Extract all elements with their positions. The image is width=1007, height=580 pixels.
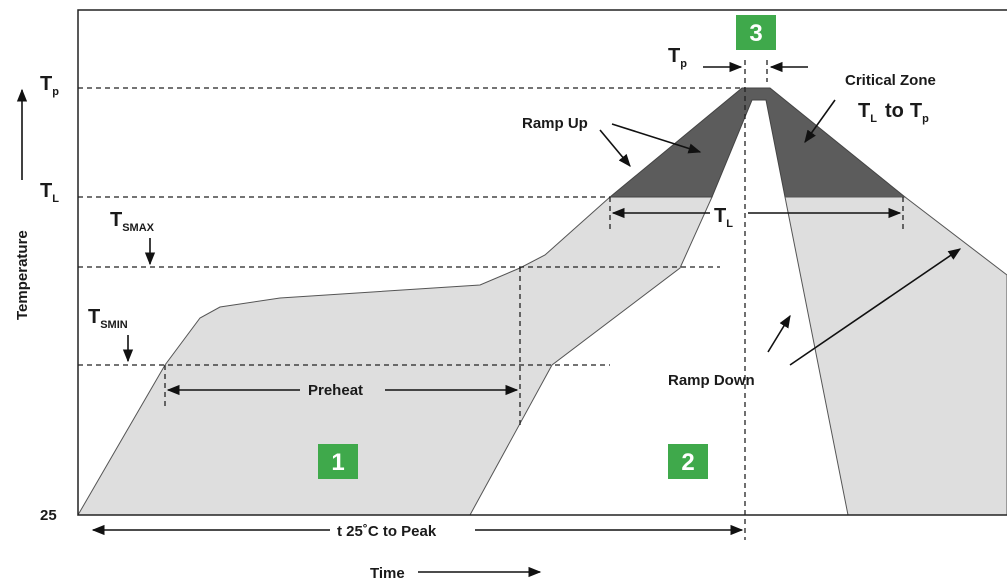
cooling-region [784,196,1007,516]
zone-label: 1 [331,449,344,476]
ramp-down-label: Ramp Down [668,372,755,389]
zone-label: 2 [681,449,694,476]
tp-label: Tp [40,73,59,98]
zone-box [668,444,708,479]
x-axis-label: Time [370,565,405,580]
critical-range-label: TL to Tp [858,100,929,125]
zone-box [318,444,358,479]
zone-label: 3 [749,20,762,47]
tsmax-label: TSMAX [110,209,155,234]
tsmin-label: TSMIN [88,306,128,331]
critical-zone-label: Critical Zone [845,72,936,89]
frame [77,9,1007,516]
y-axis-label: Temperature [14,230,31,320]
tl-duration-label: TL [714,205,733,230]
ramp-up-arrow-2 [611,123,702,154]
zone-box [736,15,776,50]
ramp-down-arrow-2 [789,248,962,366]
base-label: 25 [40,507,57,524]
ramp-up-arrow-1 [599,129,631,167]
preheat-label: Preheat [308,382,363,399]
ramp-up-label: Ramp Up [522,115,588,132]
heating-region [77,196,713,516]
ramp-down-arrow-1 [767,314,791,353]
tl-label: TL [40,180,59,205]
tp-duration-label: Tp [668,45,687,70]
peak-time-label: t 25˚C to Peak [337,523,437,540]
critical-arrow [804,99,836,144]
